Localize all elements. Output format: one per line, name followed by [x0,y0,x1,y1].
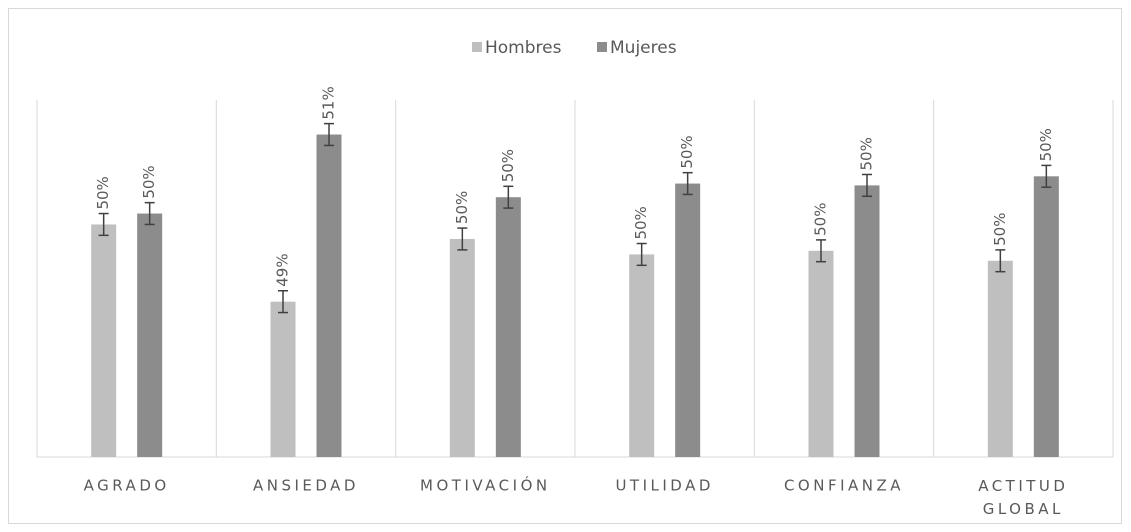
value-label: 50% [812,203,830,236]
bar [270,301,296,457]
legend-swatch [597,42,607,52]
error-bar [816,239,826,263]
x-tick-label: ANSIEDAD [253,477,359,495]
error-bar [682,171,693,196]
bar [629,254,655,457]
error-bar [98,212,109,237]
error-bar [324,122,334,147]
error-bar [1041,164,1052,188]
value-label: 50% [453,191,471,224]
legend-label: Mujeres [610,38,677,58]
legend-swatch [472,42,482,52]
bar [675,183,701,458]
error-bar [995,249,1006,273]
x-tick-label: ACTITUD GLOBAL [978,477,1068,518]
bar [808,250,834,457]
bar [495,197,521,457]
error-bar [503,185,514,209]
value-label: 50% [140,165,158,198]
chart-frame [8,8,1122,524]
legend-label: Hombres [485,38,562,58]
bar [316,134,342,457]
error-bar [636,242,647,267]
x-tick-label: AGRADO [84,477,170,495]
bar [449,238,475,457]
value-label: 51% [320,86,338,119]
bar [987,260,1013,457]
value-label: 50% [94,176,112,209]
x-tick-label: MOTIVACIÓN [420,476,551,495]
error-bar [144,201,155,226]
value-label: 50% [858,137,876,170]
error-bar [862,173,872,198]
value-label: 50% [678,135,696,168]
error-bar [457,227,468,251]
x-tick-label: CONFIANZA [784,477,904,495]
x-tick-label: UTILIDAD [615,477,713,495]
error-bar [278,290,288,314]
bar [91,224,117,457]
bar [854,185,880,457]
value-label: 50% [1037,128,1055,161]
bar [1033,176,1059,457]
bar [137,213,163,457]
value-label: 50% [632,206,650,239]
value-label: 50% [991,213,1009,246]
value-label: 49% [274,253,292,286]
value-label: 50% [499,149,517,182]
